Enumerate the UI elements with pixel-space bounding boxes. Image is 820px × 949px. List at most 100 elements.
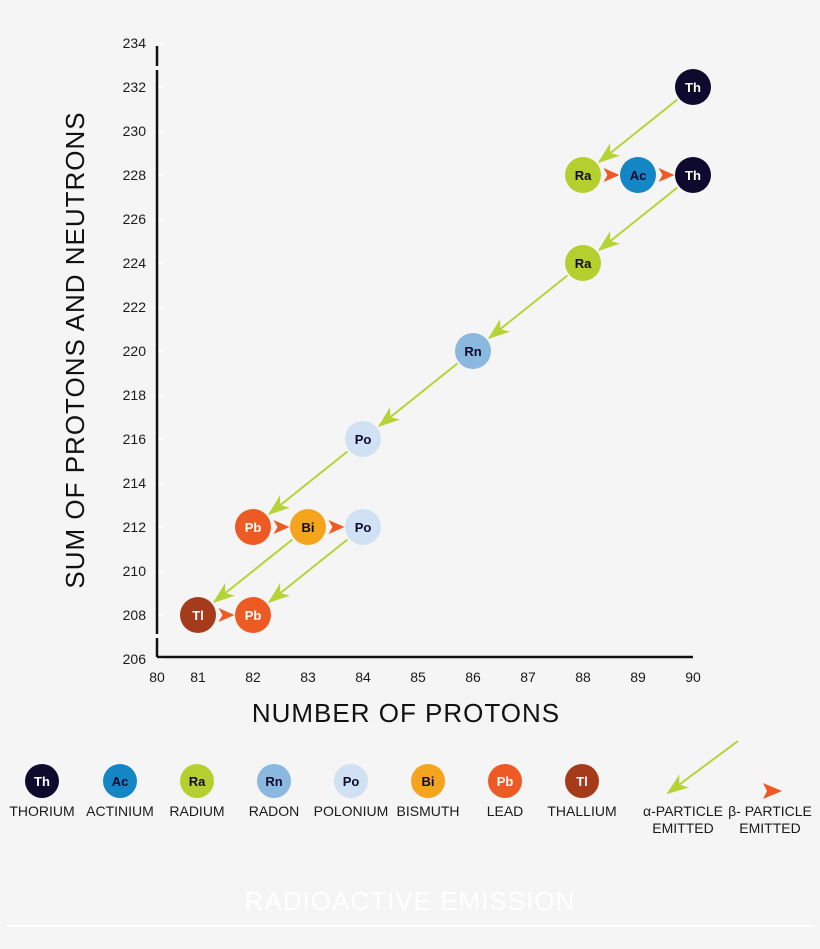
y-tick-label: 214 [123, 475, 147, 491]
y-tick-label: 232 [123, 79, 147, 95]
svg-text:Ra: Ra [575, 168, 592, 183]
chart-title: RADIOACTIVE EMISSION [245, 886, 576, 916]
y-tick-label: 218 [123, 387, 147, 403]
legend: Th THORIUM Ac ACTINIUM Ra RADIUM Rn RADON Po POLO… [9, 740, 812, 836]
legend-item-lead: Pb LEAD [487, 764, 524, 819]
x-tick-label: 90 [685, 669, 701, 685]
svg-text:β- PARTICLE: β- PARTICLE [728, 803, 812, 819]
svg-text:THALLIUM: THALLIUM [547, 803, 616, 819]
legend-item-actinium: Ac ACTINIUM [86, 764, 154, 819]
legend-item-polonium: Po POLONIUM [314, 764, 389, 819]
x-axis-title: NUMBER OF PROTONS [252, 698, 560, 728]
svg-text:ACTINIUM: ACTINIUM [86, 803, 154, 819]
svg-text:POLONIUM: POLONIUM [314, 803, 389, 819]
nuclide-po212: Po [345, 509, 381, 545]
axes [150, 46, 693, 659]
svg-text:RADON: RADON [249, 803, 300, 819]
y-tick-label: 208 [123, 607, 147, 623]
beta-arrow [218, 608, 235, 622]
nuclide-nodes: Th Ra Ac Th Ra Rn Po Pb Bi Po Tl Pb [180, 69, 711, 633]
y-axis-ticks: 206 208 210 212 214 216 218 220 222 224 226 228 230 2… [123, 35, 163, 667]
svg-text:EMITTED: EMITTED [739, 820, 800, 836]
y-tick-label: 220 [123, 343, 147, 359]
x-tick-label: 81 [190, 669, 206, 685]
y-tick-label: 210 [123, 563, 147, 579]
svg-text:Ac: Ac [112, 774, 129, 789]
svg-text:Th: Th [685, 168, 701, 183]
beta-arrow [658, 168, 675, 182]
y-tick-label: 228 [123, 167, 147, 183]
svg-text:LEAD: LEAD [487, 803, 524, 819]
x-tick-label: 82 [245, 669, 261, 685]
svg-text:Th: Th [34, 774, 50, 789]
legend-item-thallium: Tl THALLIUM [547, 764, 617, 819]
alpha-arrow [267, 538, 349, 604]
svg-text:Po: Po [355, 520, 372, 535]
nuclide-pb208: Pb [235, 597, 271, 633]
svg-text:Po: Po [343, 774, 360, 789]
y-axis-title: SUM OF PROTONS AND NEUTRONS [60, 111, 90, 588]
y-tick-label: 206 [123, 651, 147, 667]
y-tick-label: 230 [123, 123, 147, 139]
alpha-arrow [267, 450, 349, 516]
svg-text:EMITTED: EMITTED [652, 820, 713, 836]
svg-text:Tl: Tl [576, 774, 588, 789]
svg-text:Po: Po [355, 432, 372, 447]
svg-text:BISMUTH: BISMUTH [397, 803, 460, 819]
legend-item-radon: Rn RADON [249, 764, 300, 819]
beta-arrow [328, 520, 345, 534]
nuclide-po216: Po [345, 421, 381, 457]
y-tick-label: 222 [123, 299, 147, 315]
y-tick-label: 226 [123, 211, 147, 227]
svg-text:RADIUM: RADIUM [169, 803, 224, 819]
svg-text:THORIUM: THORIUM [9, 803, 74, 819]
beta-arrow [273, 520, 290, 534]
svg-text:Pb: Pb [245, 520, 262, 535]
svg-text:Ra: Ra [189, 774, 206, 789]
svg-text:α-PARTICLE: α-PARTICLE [643, 803, 723, 819]
nuclide-bi212: Bi [290, 509, 326, 545]
alpha-arrow [597, 186, 679, 252]
x-tick-label: 87 [520, 669, 536, 685]
svg-text:Pb: Pb [497, 774, 514, 789]
y-tick-label: 224 [123, 255, 147, 271]
nuclide-pb212: Pb [235, 509, 271, 545]
svg-text:Bi: Bi [302, 520, 315, 535]
y-tick-label: 234 [123, 35, 147, 51]
svg-text:Th: Th [685, 80, 701, 95]
x-tick-label: 85 [410, 669, 426, 685]
transition-arrows [212, 98, 679, 622]
svg-text:Rn: Rn [464, 344, 481, 359]
x-tick-label: 86 [465, 669, 481, 685]
nuclide-ra228: Ra [565, 157, 601, 193]
svg-text:Rn: Rn [265, 774, 282, 789]
x-axis-ticks: 80 81 82 83 84 85 86 87 88 89 90 [149, 669, 701, 685]
x-tick-label: 88 [575, 669, 591, 685]
svg-text:Pb: Pb [245, 608, 262, 623]
beta-arrow [603, 168, 620, 182]
svg-text:Ra: Ra [575, 256, 592, 271]
x-tick-label: 80 [149, 669, 165, 685]
nuclide-tl208: Tl [180, 597, 216, 633]
nuclide-th232: Th [675, 69, 711, 105]
x-tick-label: 89 [630, 669, 646, 685]
nuclide-ac228: Ac [620, 157, 656, 193]
svg-text:Ac: Ac [630, 168, 647, 183]
nuclide-th228: Th [675, 157, 711, 193]
x-tick-label: 84 [355, 669, 371, 685]
svg-text:Tl: Tl [192, 608, 204, 623]
legend-item-radium: Ra RADIUM [169, 764, 225, 819]
legend-item-thorium: Th THORIUM [9, 764, 75, 819]
x-tick-label: 83 [300, 669, 316, 685]
nuclide-ra224: Ra [565, 245, 601, 281]
svg-text:Bi: Bi [422, 774, 435, 789]
alpha-arrow [597, 98, 679, 164]
y-tick-label: 216 [123, 431, 147, 447]
alpha-arrow [487, 274, 569, 340]
legend-item-bismuth: Bi BISMUTH [397, 764, 460, 819]
alpha-arrow [377, 362, 459, 428]
alpha-arrow [212, 538, 294, 604]
